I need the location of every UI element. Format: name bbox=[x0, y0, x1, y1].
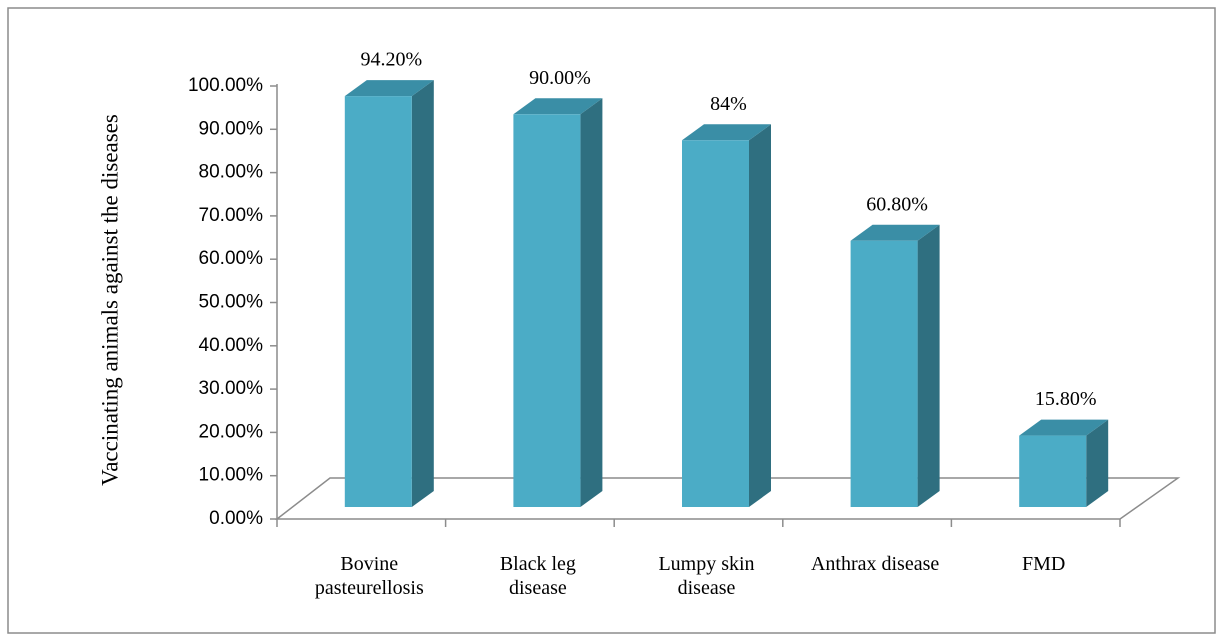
bar bbox=[513, 114, 581, 508]
y-tick-label: 90.00% bbox=[199, 118, 264, 139]
bar bbox=[850, 240, 918, 507]
bar-side bbox=[411, 80, 434, 507]
bar-top bbox=[344, 80, 434, 97]
value-label: 15.80% bbox=[1035, 388, 1097, 410]
bar bbox=[682, 140, 749, 507]
y-axis-label: Vaccinating animals against the diseases bbox=[97, 114, 122, 486]
x-tick-label: Anthrax disease bbox=[810, 553, 940, 575]
bar-side bbox=[917, 224, 940, 507]
bar-top bbox=[1019, 419, 1109, 436]
y-tick-label: 40.00% bbox=[199, 335, 264, 356]
bar-side bbox=[749, 124, 771, 507]
y-tick-label: 70.00% bbox=[199, 205, 264, 226]
bar-top bbox=[850, 224, 940, 241]
y-tick-label: 60.00% bbox=[199, 248, 264, 269]
bar-top bbox=[513, 98, 603, 115]
value-label: 60.80% bbox=[866, 193, 928, 215]
y-tick-label: 20.00% bbox=[199, 421, 264, 442]
y-tick-label: 10.00% bbox=[199, 465, 264, 486]
value-label: 90.00% bbox=[529, 67, 591, 89]
value-label: 84% bbox=[710, 93, 747, 115]
bar bbox=[1019, 435, 1087, 507]
bar-top bbox=[682, 124, 771, 141]
x-tick-label: FMD bbox=[1022, 553, 1066, 575]
x-tick-label: Lumpy skin disease bbox=[658, 553, 755, 599]
y-tick-label: 0.00% bbox=[209, 508, 263, 529]
y-tick-label: 30.00% bbox=[199, 378, 264, 399]
y-tick-label: 100.00% bbox=[188, 75, 263, 96]
value-label: 94.20% bbox=[360, 49, 422, 71]
x-tick-label: Black leg disease bbox=[499, 553, 576, 599]
y-tick-label: 80.00% bbox=[199, 162, 264, 183]
bar-side bbox=[1086, 419, 1109, 507]
bar-side bbox=[580, 98, 603, 508]
y-tick-label: 50.00% bbox=[199, 292, 264, 313]
bar bbox=[344, 96, 412, 507]
x-tick-label: Bovine pasteurellosis bbox=[314, 553, 424, 599]
frame bbox=[7, 7, 1216, 634]
